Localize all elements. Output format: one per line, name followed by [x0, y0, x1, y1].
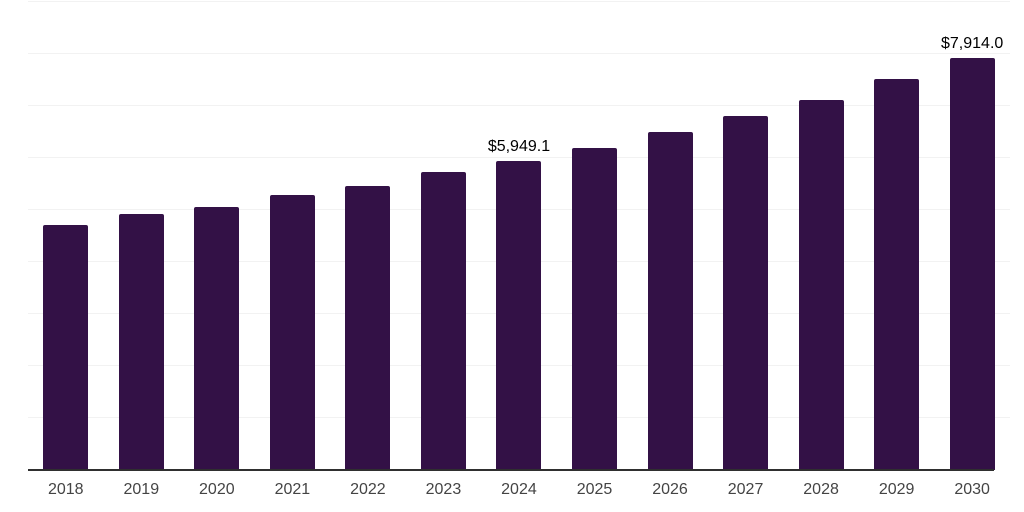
x-tick-label: 2030: [954, 481, 990, 498]
x-axis-tick-labels: 2018 2019 2020 2021 2022 2023 2024 2025 2026 2027…: [28, 481, 1010, 499]
gridline: [28, 105, 1010, 106]
bar-slot: [179, 2, 255, 470]
bar-2020[interactable]: [194, 207, 240, 470]
x-tick-label: 2028: [803, 481, 839, 498]
bar-2028[interactable]: [798, 99, 844, 470]
bar-2018[interactable]: [43, 224, 89, 470]
x-tick-label: 2023: [425, 481, 462, 498]
x-tick-label: 2018: [47, 481, 84, 498]
bar-slot: [557, 2, 633, 470]
gridline: [28, 1, 1010, 2]
bars: $5,949.1 $7,914.0: [28, 2, 1010, 470]
bar-slot: [255, 2, 331, 470]
bar-value-label: $7,914.0: [941, 35, 1004, 53]
x-tick-label: 2019: [123, 481, 160, 498]
x-tick-label: 2022: [350, 481, 386, 498]
bar-slot: [632, 2, 708, 470]
gridline: [28, 157, 1010, 159]
bar-slot: $5,949.1: [481, 2, 557, 470]
x-tick-label: 2029: [878, 481, 915, 498]
bar-2023[interactable]: [420, 172, 466, 470]
bar-slot: [783, 2, 859, 470]
bar-2022[interactable]: [345, 185, 391, 470]
x-tick-label: 2021: [274, 481, 311, 498]
bar-slot: [28, 2, 104, 470]
x-tick-label: 2020: [199, 481, 235, 498]
x-tick-label: 2026: [652, 481, 688, 498]
x-tick-label: 2024: [501, 481, 537, 498]
gridline: [28, 53, 1010, 54]
bar-slot: [708, 2, 784, 470]
bar-2021[interactable]: [269, 195, 315, 470]
bar-2027[interactable]: [723, 115, 769, 470]
bar-slot: [104, 2, 180, 470]
bar-2019[interactable]: [118, 214, 164, 470]
x-axis-line: [28, 469, 994, 471]
bar-slot: [406, 2, 482, 470]
bar-2026[interactable]: [647, 131, 693, 470]
bar-2025[interactable]: [571, 147, 617, 470]
x-tick-label: 2027: [727, 481, 764, 498]
bar-2024[interactable]: [496, 160, 542, 470]
bar-slot: $7,914.0: [934, 2, 1010, 470]
bar-value-label: $5,949.1: [487, 137, 551, 155]
bar-2029[interactable]: [874, 78, 920, 470]
bar-slot: [330, 2, 406, 470]
bar-slot: [859, 2, 935, 470]
plot-area: $5,949.1 $7,914.0: [28, 1, 1010, 471]
bar-2030[interactable]: [949, 58, 995, 470]
x-tick-label: 2025: [576, 481, 613, 498]
